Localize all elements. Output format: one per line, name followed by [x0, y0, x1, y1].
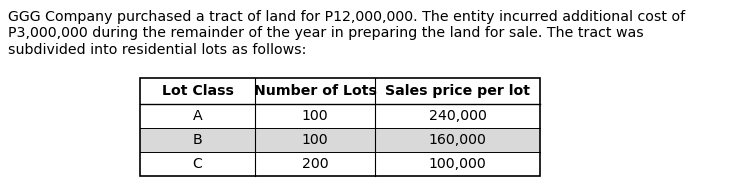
Text: 100: 100 [302, 109, 329, 123]
Text: Sales price per lot: Sales price per lot [385, 84, 530, 98]
Text: C: C [192, 157, 203, 171]
Text: P3,000,000 during the remainder of the year in preparing the land for sale. The : P3,000,000 during the remainder of the y… [8, 26, 644, 41]
Text: GGG Company purchased a tract of land for P12,000,000. The entity incurred addit: GGG Company purchased a tract of land fo… [8, 10, 685, 24]
Bar [140, 78, 540, 104]
Bar [140, 152, 540, 176]
Text: 100,000: 100,000 [428, 157, 486, 171]
Text: Number of Lots: Number of Lots [254, 84, 377, 98]
Bar [140, 104, 540, 128]
Text: A: A [192, 109, 202, 123]
Text: 100: 100 [302, 133, 329, 147]
Text: 240,000: 240,000 [428, 109, 486, 123]
Text: B: B [192, 133, 202, 147]
Text: 200: 200 [302, 157, 329, 171]
Bar [140, 128, 540, 152]
Bar [140, 78, 540, 176]
Text: Lot Class: Lot Class [161, 84, 233, 98]
Text: subdivided into residential lots as follows:: subdivided into residential lots as foll… [8, 43, 306, 57]
Text: 160,000: 160,000 [428, 133, 486, 147]
